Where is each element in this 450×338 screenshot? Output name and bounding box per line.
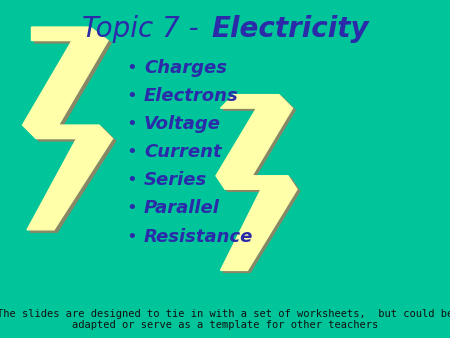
Polygon shape bbox=[26, 29, 116, 232]
Text: Series: Series bbox=[144, 171, 207, 189]
Text: Topic 7 -: Topic 7 - bbox=[81, 15, 207, 43]
Text: Current: Current bbox=[144, 143, 221, 161]
Text: Voltage: Voltage bbox=[144, 115, 221, 133]
Text: •: • bbox=[126, 171, 137, 189]
Polygon shape bbox=[219, 97, 300, 272]
Text: Charges: Charges bbox=[144, 58, 227, 77]
Text: •: • bbox=[126, 143, 137, 161]
Polygon shape bbox=[22, 27, 112, 230]
Text: Electricity: Electricity bbox=[212, 15, 369, 43]
Text: Electrons: Electrons bbox=[144, 87, 239, 105]
Text: Resistance: Resistance bbox=[144, 227, 253, 246]
Text: •: • bbox=[126, 199, 137, 217]
Text: Parallel: Parallel bbox=[144, 199, 220, 217]
Polygon shape bbox=[216, 95, 297, 270]
Text: •: • bbox=[126, 115, 137, 133]
Text: The slides are designed to tie in with a set of worksheets,  but could be
adapte: The slides are designed to tie in with a… bbox=[0, 309, 450, 330]
Text: •: • bbox=[126, 87, 137, 105]
Text: •: • bbox=[126, 227, 137, 246]
Text: •: • bbox=[126, 58, 137, 77]
